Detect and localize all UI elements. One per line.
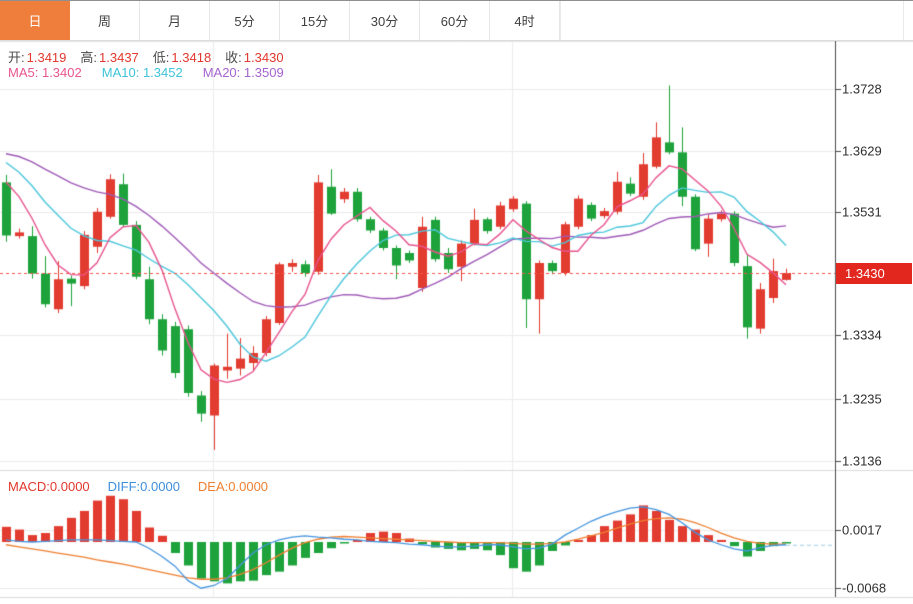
ohlc-readout: 开: 1.3419 高: 1.3437 低: 1.3418 收: 1.3430	[8, 47, 284, 66]
y-axis-label: 1.3235	[842, 391, 882, 407]
ma5-readout: MA5: 1.3402	[8, 65, 82, 80]
y-axis-label: 1.3629	[842, 143, 882, 159]
tab-15min[interactable]: 15分	[280, 1, 350, 40]
tab-30min[interactable]: 30分	[350, 1, 420, 40]
dea-value-readout: DEA:0.0000	[197, 479, 269, 494]
tabbar-empty-area	[560, 1, 904, 40]
macd-value-readout: MACD:0.0000	[8, 479, 90, 494]
ma-readout: MA5: 1.3402 MA10: 1.3452 MA20: 1.3509	[8, 65, 284, 80]
ma10-readout: MA10: 1.3452	[101, 65, 183, 80]
tab-day[interactable]: 日	[0, 1, 70, 40]
macd-axis-label: -0.0068	[842, 580, 887, 596]
high-readout: 高: 1.3437	[80, 50, 139, 65]
close-readout: 收: 1.3430	[225, 50, 284, 65]
tab-60min[interactable]: 60分	[420, 1, 490, 40]
period-tabbar: 日 周 月 5分 15分 30分 60分 4时	[0, 0, 913, 41]
macd-axis-label: 0.0017	[842, 522, 882, 538]
tab-month[interactable]: 月	[140, 1, 210, 40]
diff-value-readout: DIFF:0.0000	[107, 479, 180, 494]
ma20-readout: MA20: 1.3509	[202, 65, 284, 80]
y-axis-label: 1.3334	[842, 327, 882, 343]
tab-week[interactable]: 周	[70, 1, 140, 40]
tab-4hour[interactable]: 4时	[490, 1, 560, 40]
y-axis-label: 1.3531	[842, 204, 882, 220]
tab-5min[interactable]: 5分	[210, 1, 280, 40]
current-price-tag: 1.3430	[836, 263, 912, 284]
y-axis-label: 1.3728	[842, 81, 882, 97]
macd-readout: MACD:0.0000 DIFF:0.0000 DEA:0.0000	[8, 479, 268, 494]
y-axis-label: 1.3136	[842, 453, 882, 469]
low-readout: 低: 1.3418	[152, 50, 212, 65]
open-readout: 开: 1.3419	[8, 50, 67, 65]
